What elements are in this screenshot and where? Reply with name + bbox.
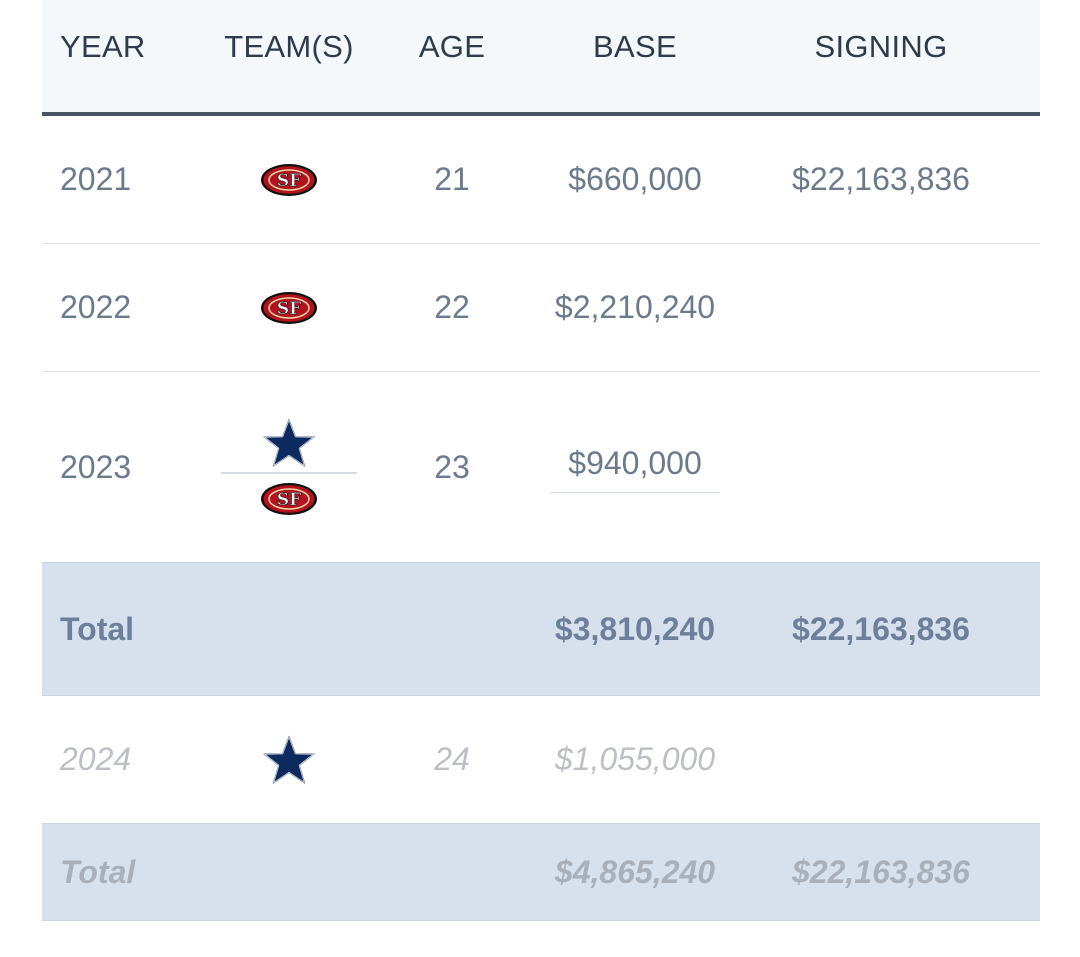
signing-cell — [770, 372, 992, 562]
cowboys-star-icon[interactable] — [262, 418, 316, 468]
year-cell: 2022 — [60, 289, 132, 325]
svg-text:SF: SF — [277, 299, 301, 319]
header-base[interactable]: BASE — [593, 29, 677, 64]
header-teams[interactable]: TEAM(S) — [224, 29, 354, 64]
year-cell: 2023 — [60, 448, 132, 485]
header-year[interactable]: YEAR — [60, 29, 146, 64]
svg-text:SF: SF — [277, 171, 301, 191]
year-cell: 2021 — [60, 161, 132, 197]
total-label: Total — [60, 610, 135, 647]
year-cell: 2024 — [60, 741, 132, 777]
age-cell: 24 — [434, 741, 470, 777]
table-row: 2021 SF 21 $660,000 $22,163,836 — [42, 116, 1040, 244]
future-total-row: Total $4,865,240 $22,163,836 — [42, 823, 1040, 921]
49ers-logo-icon[interactable]: SF — [260, 291, 318, 325]
header-signing[interactable]: SIGNING — [814, 29, 948, 64]
header-age[interactable]: AGE — [418, 29, 486, 64]
future-total-base: $4,865,240 — [554, 853, 716, 890]
age-cell: 21 — [434, 161, 470, 197]
future-row: 2024 24 $1,055,000 — [42, 696, 1040, 823]
table-row: 2022 SF 22 $2,210,240 — [42, 244, 1040, 372]
team-cell: SF — [221, 116, 357, 243]
total-base: $3,810,240 — [554, 610, 716, 647]
base-cell: $660,000 — [568, 161, 702, 197]
signing-cell — [770, 696, 992, 823]
team-cell: SF — [221, 372, 357, 562]
cowboys-star-icon[interactable] — [262, 734, 316, 785]
team-stack: SF — [221, 418, 357, 516]
total-signing: $22,163,836 — [792, 610, 970, 647]
base-value[interactable]: $940,000 — [550, 445, 720, 493]
team-divider — [221, 472, 357, 474]
49ers-logo-icon[interactable]: SF — [260, 482, 318, 516]
signing-cell: $22,163,836 — [792, 161, 970, 197]
age-cell: 22 — [434, 289, 470, 325]
team-cell: SF — [221, 244, 357, 371]
contract-table: YEAR TEAM(S) AGE BASE SIGNING 2021 SF 21… — [42, 0, 1040, 921]
total-row: Total $3,810,240 $22,163,836 — [42, 562, 1040, 696]
svg-text:SF: SF — [277, 490, 301, 510]
table-header: YEAR TEAM(S) AGE BASE SIGNING — [42, 0, 1040, 116]
signing-cell — [770, 244, 992, 371]
future-total-signing: $22,163,836 — [792, 853, 970, 890]
future-total-label: Total — [60, 853, 136, 890]
team-cell — [221, 696, 357, 823]
table-row: 2023 SF 23 $940,000 — [42, 372, 1040, 562]
base-cell: $2,210,240 — [554, 289, 716, 325]
base-cell: $1,055,000 — [554, 741, 716, 777]
base-cell: $940,000 — [535, 372, 735, 562]
age-cell: 23 — [434, 448, 470, 485]
49ers-logo-icon[interactable]: SF — [260, 163, 318, 197]
